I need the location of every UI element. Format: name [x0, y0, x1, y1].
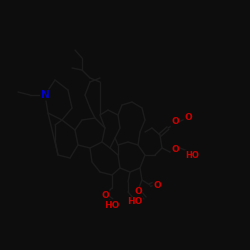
- Text: N: N: [40, 90, 50, 100]
- Text: HO: HO: [104, 200, 120, 209]
- Text: O: O: [101, 190, 109, 200]
- Text: HO: HO: [127, 198, 143, 206]
- Text: O: O: [134, 188, 142, 196]
- Text: HO: HO: [185, 150, 199, 160]
- Text: O: O: [153, 180, 161, 190]
- Text: O: O: [171, 118, 179, 126]
- Text: O: O: [171, 146, 179, 154]
- Text: O: O: [184, 114, 192, 122]
